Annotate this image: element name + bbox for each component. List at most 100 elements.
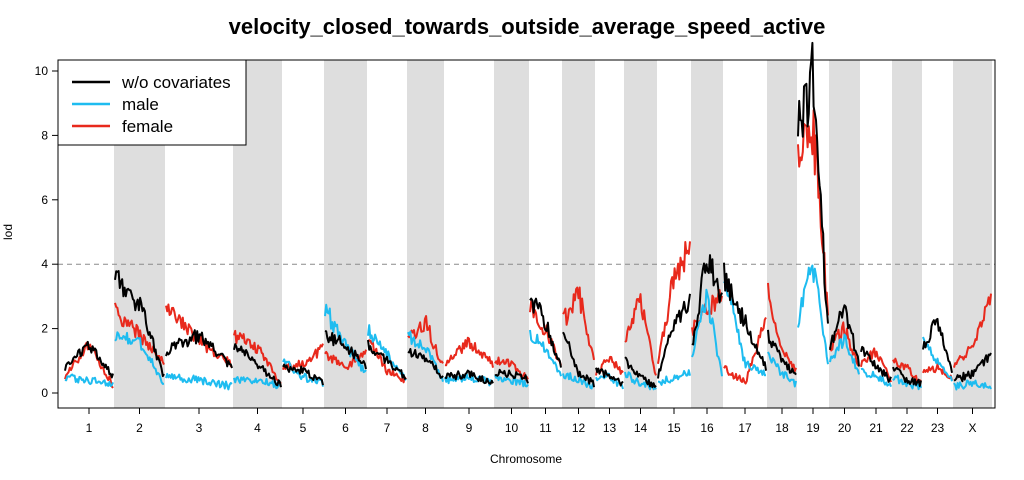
x-tick-label: 21 [869,421,883,435]
series-line-0-chr-3 [165,329,233,369]
series-line-2-chr-15 [657,241,691,364]
x-tick-label: 11 [539,421,552,435]
x-tick-label: 5 [300,421,307,435]
series-line-1-chr-X [953,379,992,391]
series-line-0-chr-19 [797,41,829,324]
series-line-0-chr-10 [494,368,529,384]
series-line-0-chr-4 [233,343,282,388]
series-line-1-chr-17 [723,279,767,377]
x-tick-label: 14 [634,421,648,435]
series-line-0-chr-13 [595,367,624,387]
series-line-1-chr-15 [657,369,691,386]
legend-label: female [122,117,173,136]
series-line-2-chr-17 [723,317,767,385]
y-tick-label: 8 [41,128,48,142]
legend-box [57,59,247,146]
x-tick-label: 22 [900,421,914,435]
series-line-2-chr-21 [860,347,892,383]
y-axis: 0 2 4 6 8 10 [35,64,59,400]
x-tick-label: 3 [196,421,203,435]
series-line-0-chr-22 [892,366,922,388]
series-line-0-chr-16 [691,254,723,346]
x-tick-label: 18 [775,421,789,435]
y-tick-label: 4 [41,257,48,271]
series-line-2-chr-14 [624,293,657,376]
series-line-2-chr-X [953,293,992,368]
series-line-2-chr-22 [892,357,922,384]
chromosome-band-10 [494,60,529,408]
x-tick-label: 6 [342,421,349,435]
x-tick-label: 17 [738,421,752,435]
series-line-2-chr-4 [233,329,282,385]
series-line-0-chr-12 [562,331,595,388]
series-line-1-chr-9 [444,372,494,387]
x-tick-label: 1 [86,421,93,435]
legend: w/o covariates male female [57,59,247,146]
series-line-0-chr-8 [407,348,444,379]
y-axis-label: lod [1,224,15,240]
series-line-0-chr-1 [64,340,114,379]
x-tick-label: 8 [422,421,429,435]
x-tick-label: 19 [806,421,820,435]
series-line-2-chr-19 [797,109,829,316]
x-tick-label: 20 [838,421,852,435]
series-line-2-chr-5 [282,343,324,371]
x-tick-label: 12 [572,421,586,435]
x-tick-label: 7 [384,421,391,435]
x-tick-label: 2 [136,421,143,435]
series-line-0-chr-18 [767,329,797,376]
y-tick-label: 6 [41,193,48,207]
x-tick-label: X [968,421,976,435]
chart-title: velocity_closed_towards_outside_average_… [228,14,826,39]
x-tick-label: 15 [667,421,681,435]
legend-label: w/o covariates [121,73,231,92]
x-tick-label: 10 [505,421,519,435]
chromosome-band-6 [324,60,367,408]
series-line-2-chr-23 [922,363,953,381]
series-lines [64,41,992,391]
x-axis: 1 2 3 4 5 6 7 8 9 10 11 12 13 14 15 16 17 18 19 20 21 22 23 X [86,408,977,435]
series-line-0-chr-21 [860,345,892,383]
x-tick-label: 23 [931,421,945,435]
legend-label: male [122,95,159,114]
series-line-0-chr-7 [367,339,407,380]
series-line-2-chr-18 [767,282,797,373]
series-line-1-chr-19 [797,264,829,365]
series-line-0-chr-6 [324,329,367,370]
series-line-1-chr-10 [494,374,529,388]
series-line-1-chr-1 [64,373,114,387]
series-line-1-chr-2 [114,331,165,385]
series-line-1-chr-23 [922,336,953,382]
series-line-2-chr-9 [444,336,494,368]
series-line-0-chr-14 [624,356,657,389]
series-line-0-chr-2 [114,270,165,378]
series-line-2-chr-8 [407,315,444,364]
series-line-2-chr-12 [562,286,595,361]
series-line-0-chr-9 [444,369,494,385]
chromosome-band-22 [892,60,922,408]
x-tick-label: 4 [254,421,261,435]
y-tick-label: 10 [35,64,49,78]
series-line-1-chr-4 [233,376,282,390]
x-tick-label: 16 [700,421,714,435]
series-line-1-chr-18 [767,351,797,388]
y-tick-label: 0 [41,386,48,400]
x-tick-label: 13 [603,421,617,435]
chromosome-band-18 [767,60,797,408]
series-line-1-chr-20 [829,333,860,375]
series-line-0-chr-17 [723,262,767,371]
y-tick-label: 2 [41,322,48,336]
series-line-0-chr-11 [529,297,562,368]
series-line-1-chr-5 [282,358,324,387]
x-tick-label: 9 [466,421,473,435]
series-line-0-chr-23 [922,317,953,373]
series-line-0-chr-5 [282,363,324,386]
series-line-1-chr-16 [691,288,723,377]
chromosome-band-X [953,60,992,408]
series-line-1-chr-21 [860,367,892,388]
series-line-0-chr-15 [657,293,691,379]
series-line-1-chr-3 [165,372,233,391]
chromosome-band-16 [691,60,723,408]
